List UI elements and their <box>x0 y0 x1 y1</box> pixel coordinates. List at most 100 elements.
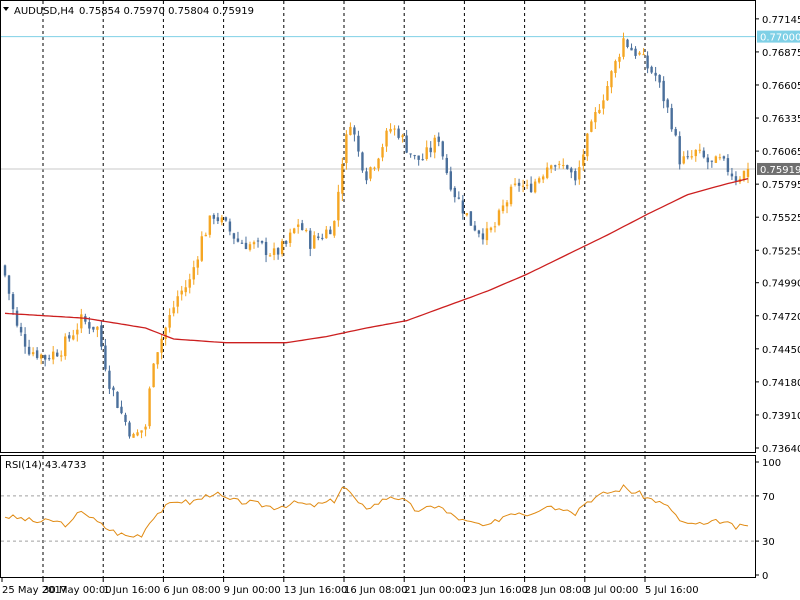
candle <box>305 228 308 233</box>
candle <box>313 231 316 249</box>
rsi-title: RSI(14) 43.4733 <box>5 460 86 471</box>
candles <box>3 32 750 439</box>
candle <box>658 74 661 88</box>
candle <box>666 98 669 114</box>
price-tick-label: 0.74720 <box>762 312 800 323</box>
candle <box>252 240 256 249</box>
candle <box>88 317 91 334</box>
candle <box>321 233 324 241</box>
time-tick-label: 16 Jun 08:00 <box>344 585 408 596</box>
candle <box>192 260 195 285</box>
candle <box>441 140 444 160</box>
triangle-down-icon[interactable] <box>3 7 9 11</box>
candle <box>92 326 95 333</box>
candle <box>602 94 605 115</box>
candle <box>469 211 473 226</box>
price-tick-label: 0.76875 <box>762 48 800 59</box>
candle <box>272 242 276 261</box>
candle <box>678 131 681 170</box>
candle <box>148 386 151 429</box>
candle <box>550 164 553 174</box>
candle <box>152 362 155 388</box>
candle <box>248 241 252 252</box>
candle <box>365 167 368 185</box>
candle <box>493 222 497 233</box>
candle <box>172 300 175 317</box>
price-tick-label: 0.73640 <box>762 444 800 455</box>
candle <box>244 236 248 250</box>
chart-header: AUDUSD,H4 0.75854 0.75970 0.75804 0.7591… <box>3 6 254 17</box>
candle <box>726 154 730 176</box>
candle <box>264 237 268 263</box>
candle <box>421 153 424 161</box>
candle <box>301 219 304 231</box>
candle <box>714 155 718 164</box>
candle <box>481 228 485 245</box>
candle <box>473 221 477 232</box>
candle <box>184 280 187 297</box>
candle <box>112 385 115 397</box>
candle <box>325 225 328 239</box>
candle <box>509 184 513 207</box>
candle <box>373 166 376 171</box>
price-tick-label: 0.77145 <box>762 15 800 26</box>
candle <box>674 126 677 137</box>
candle <box>84 313 87 325</box>
candle <box>722 155 726 161</box>
candle <box>3 264 7 278</box>
candle <box>405 129 408 154</box>
candle <box>357 130 360 157</box>
candle <box>128 420 131 439</box>
candle <box>642 48 645 56</box>
candle <box>606 81 609 101</box>
candle <box>505 200 509 214</box>
time-tick-label: 21 Jun 00:00 <box>404 585 468 596</box>
candle <box>425 140 428 161</box>
candle <box>39 353 43 365</box>
time-tick-label: 1 Jun 16:00 <box>103 585 160 596</box>
price-tick-label: 0.76065 <box>762 147 800 158</box>
candle <box>449 166 452 192</box>
candle <box>377 157 380 172</box>
candle <box>413 154 416 160</box>
rsi-tick-label: 100 <box>762 458 781 469</box>
candle <box>574 168 577 186</box>
candle <box>485 221 489 246</box>
candle <box>7 274 11 301</box>
candle <box>64 333 67 360</box>
candle <box>554 164 557 171</box>
candle <box>465 212 469 217</box>
candle <box>361 151 364 173</box>
candle <box>598 103 601 115</box>
candle <box>710 160 714 168</box>
candle <box>11 291 15 315</box>
candle <box>345 130 348 170</box>
candle <box>562 158 565 170</box>
candle <box>232 232 236 245</box>
time-tick-label: 13 Jun 16:00 <box>284 585 348 596</box>
candle <box>417 155 420 166</box>
candle <box>240 239 244 244</box>
candle <box>349 122 352 136</box>
candle <box>477 229 481 238</box>
time-tick-label: 25 May 2017 <box>2 585 67 596</box>
candle <box>60 350 63 362</box>
price-tick-label: 0.75525 <box>762 213 800 224</box>
rsi-line <box>4 484 749 538</box>
candle <box>682 151 685 165</box>
candle <box>622 32 625 60</box>
candle <box>188 273 191 294</box>
candle <box>268 253 272 257</box>
candle <box>718 153 722 161</box>
time-tick-label: 28 Jun 08:00 <box>525 585 589 596</box>
candle <box>180 285 183 301</box>
candle <box>309 228 312 257</box>
candle <box>52 346 55 365</box>
price-axis: 0.77145 0.76875 0.76605 0.76335 0.76065 0.757… <box>755 15 800 455</box>
candle <box>381 143 384 162</box>
candle <box>694 149 697 162</box>
candle <box>566 164 569 170</box>
alert-price-tag: 0.77000 <box>757 30 800 44</box>
